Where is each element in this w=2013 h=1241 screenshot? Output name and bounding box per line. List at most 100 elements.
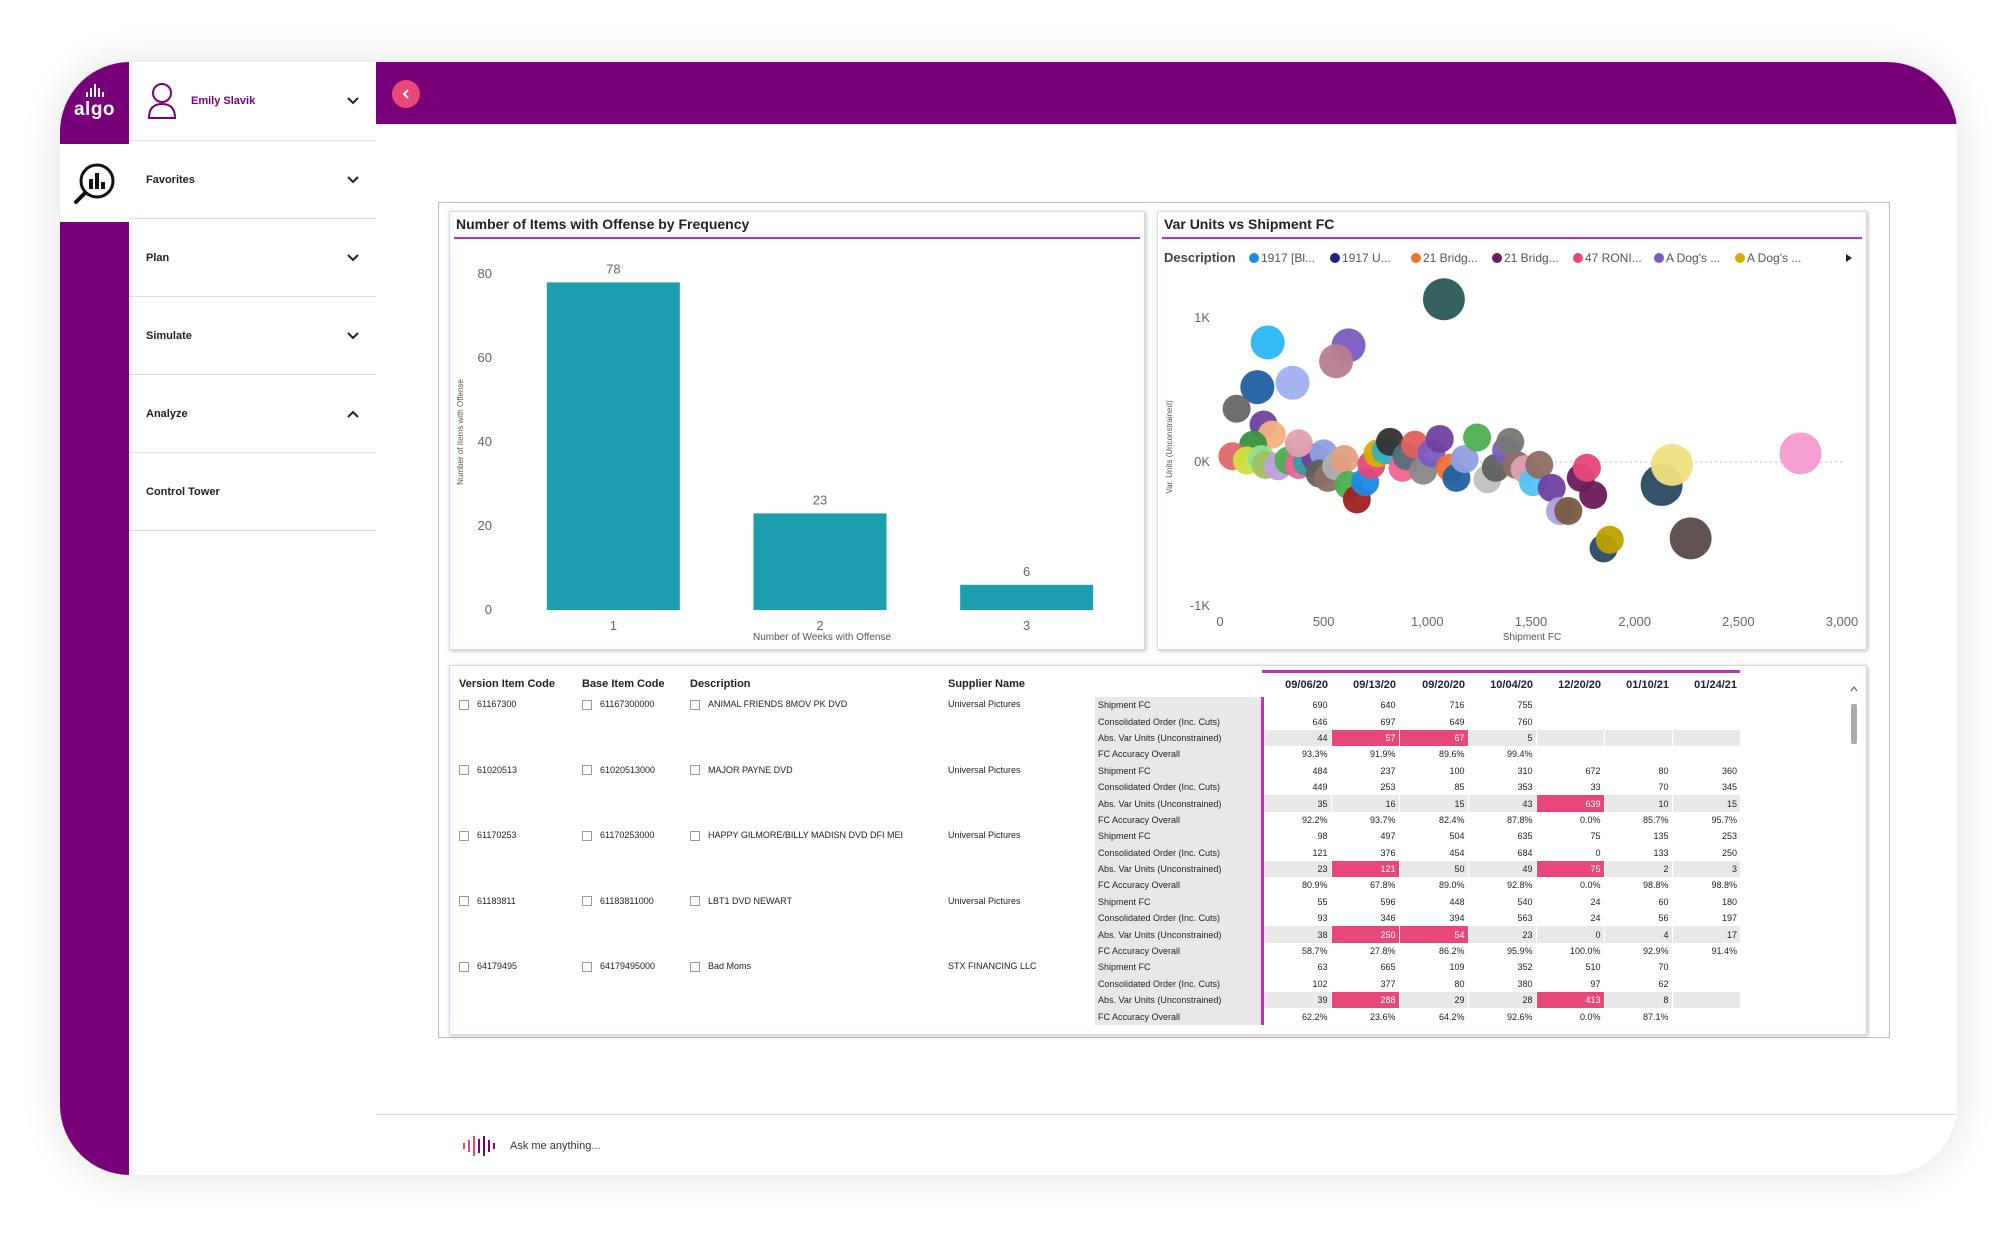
menu-item-simulate[interactable]: Simulate <box>129 297 376 375</box>
scatter-point[interactable] <box>1240 370 1275 405</box>
scatter-point[interactable] <box>1425 424 1454 453</box>
scroll-up-icon[interactable] <box>1850 685 1858 693</box>
column-header[interactable]: 09/13/20 <box>1331 670 1399 697</box>
expand-toggle-icon[interactable] <box>459 961 469 972</box>
report-canvas: Number of Items with Offense by Frequenc… <box>438 202 1890 1038</box>
matrix-cell: 92.8% <box>1467 877 1536 894</box>
column-header[interactable]: Supplier Name <box>948 678 1026 691</box>
expand-toggle-icon[interactable] <box>582 765 592 776</box>
scatter-point[interactable] <box>1284 429 1313 458</box>
expand-toggle-icon[interactable] <box>459 765 469 776</box>
expand-toggle-icon[interactable] <box>582 961 592 972</box>
legend-entry[interactable]: 21 Bridg... <box>1423 251 1478 265</box>
legend-next-icon[interactable] <box>1846 254 1852 262</box>
table-row: Abs. Var Units (Unconstrained) 38 250 54 23 0… <box>456 926 1740 943</box>
menu-item-favorites[interactable]: Favorites <box>129 141 376 219</box>
base-item-code: 61170253000 <box>579 828 687 894</box>
scatter-point[interactable] <box>1554 496 1583 525</box>
bar[interactable] <box>960 584 1094 610</box>
column-header[interactable]: 01/24/21 <box>1672 670 1740 697</box>
chevron-down-icon[interactable] <box>346 94 360 108</box>
scatter-point[interactable] <box>1450 445 1479 474</box>
matrix-cell: 82.4% <box>1398 811 1468 829</box>
analytics-nav-button[interactable] <box>60 144 129 222</box>
matrix-scrollbar[interactable] <box>1850 680 1858 1030</box>
legend-entry[interactable]: A Dog's ... <box>1666 251 1720 265</box>
voice-wave-icon[interactable] <box>462 1134 500 1158</box>
measure-label: Abs. Var Units (Unconstrained) <box>1095 795 1264 812</box>
assistant-bar: Ask me anything... <box>376 1114 1957 1175</box>
expand-toggle-icon[interactable] <box>690 830 700 841</box>
matrix-cell: 639 <box>1535 795 1604 812</box>
scatter-chart-visual[interactable]: Var Units vs Shipment FC Description 191… <box>1157 211 1867 650</box>
matrix-cell: 109 <box>1398 959 1468 976</box>
matrix-cell: 75 <box>1535 860 1604 878</box>
legend-entry[interactable]: 47 RONI... <box>1585 251 1642 265</box>
expand-toggle-icon[interactable] <box>459 699 469 710</box>
scatter-point[interactable] <box>1537 473 1566 502</box>
base-item-code: 61167300000 <box>579 697 687 763</box>
bar[interactable] <box>546 282 680 610</box>
menu-item-control-tower[interactable]: Control Tower <box>129 453 376 531</box>
legend-title: Description <box>1164 250 1236 265</box>
column-header[interactable]: 09/20/20 <box>1399 670 1468 697</box>
scatter-point[interactable] <box>1525 450 1554 479</box>
expand-toggle-icon[interactable] <box>582 699 592 710</box>
matrix-cell: 17 <box>1671 926 1740 943</box>
legend-entry[interactable]: 1917 [Bl... <box>1261 251 1315 265</box>
column-header[interactable]: 01/10/21 <box>1604 670 1672 697</box>
algo-logo[interactable]: algo <box>60 62 129 142</box>
expand-toggle-icon[interactable] <box>690 765 700 776</box>
scrollbar-thumb[interactable] <box>1851 704 1857 744</box>
scatter-point[interactable] <box>1779 432 1822 475</box>
expand-toggle-icon[interactable] <box>582 896 592 907</box>
user-menu[interactable]: Emily Slavik <box>129 62 376 141</box>
column-header[interactable]: 12/20/20 <box>1536 670 1604 697</box>
matrix-cell <box>1535 746 1604 763</box>
matrix-visual[interactable]: Version Item Code Base Item Code Descripti… <box>449 665 1867 1035</box>
scatter-point[interactable] <box>1572 453 1601 482</box>
scatter-point[interactable] <box>1250 325 1285 360</box>
table-row: FC Accuracy Overall 93.3% 91.9% 89.6% 99.4% <box>456 746 1740 763</box>
matrix-table: Version Item Code Base Item Code Descripti… <box>456 670 1740 1025</box>
matrix-cell: 63 <box>1261 959 1331 976</box>
scatter-point[interactable] <box>1669 517 1712 560</box>
column-header[interactable] <box>1095 671 1262 697</box>
column-header[interactable]: Description <box>690 678 751 691</box>
scatter-point[interactable] <box>1319 344 1354 379</box>
ask-input[interactable]: Ask me anything... <box>510 1139 601 1152</box>
matrix-cell: 93.7% <box>1330 811 1399 829</box>
measure-label: FC Accuracy Overall <box>1095 942 1264 960</box>
expand-toggle-icon[interactable] <box>690 961 700 972</box>
scatter-point[interactable] <box>1275 365 1310 400</box>
scatter-point[interactable] <box>1579 481 1608 510</box>
bar-chart-visual[interactable]: Number of Items with Offense by Frequenc… <box>449 211 1145 650</box>
scatter-point[interactable] <box>1595 525 1624 554</box>
scatter-point[interactable] <box>1463 423 1492 452</box>
expand-toggle-icon[interactable] <box>459 896 469 907</box>
scatter-point[interactable] <box>1422 278 1465 321</box>
column-header[interactable]: Version Item Code <box>459 678 555 691</box>
column-header[interactable]: 09/06/20 <box>1262 670 1331 697</box>
matrix-cell: 28 <box>1467 992 1536 1009</box>
scatter-point[interactable] <box>1650 443 1693 486</box>
bar[interactable] <box>753 513 887 610</box>
scatter-point[interactable] <box>1330 445 1359 474</box>
menu-item-analyze[interactable]: Analyze <box>129 375 376 453</box>
expand-toggle-icon[interactable] <box>459 830 469 841</box>
scatter-point[interactable] <box>1496 427 1525 456</box>
menu-item-plan[interactable]: Plan <box>129 219 376 297</box>
legend-entry[interactable]: 21 Bridg... <box>1504 251 1559 265</box>
expand-toggle-icon[interactable] <box>582 830 592 841</box>
column-header[interactable]: Base Item Code <box>582 678 665 691</box>
column-header[interactable]: 10/04/20 <box>1468 670 1536 697</box>
legend-entry[interactable]: 1917 U... <box>1342 251 1391 265</box>
matrix-cell: 3 <box>1671 860 1740 878</box>
expand-toggle-icon[interactable] <box>690 896 700 907</box>
expand-toggle-icon[interactable] <box>690 699 700 710</box>
legend-entry[interactable]: A Dog's ... <box>1747 251 1801 265</box>
matrix-cell: 760 <box>1467 713 1536 730</box>
matrix-cell: 250 <box>1671 844 1740 861</box>
collapse-menu-button[interactable] <box>392 80 420 108</box>
scatter-point[interactable] <box>1222 394 1251 423</box>
